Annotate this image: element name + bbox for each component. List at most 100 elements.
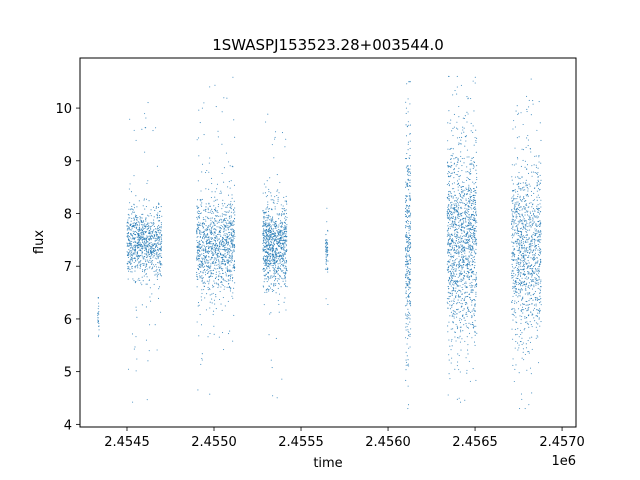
data-point — [285, 268, 287, 270]
data-point — [130, 244, 132, 247]
data-point — [451, 294, 453, 296]
data-point — [472, 163, 474, 166]
data-point — [460, 244, 462, 246]
data-point — [207, 236, 209, 239]
data-point — [222, 349, 225, 351]
data-point — [228, 252, 230, 254]
data-point — [281, 236, 283, 238]
data-point — [139, 233, 141, 235]
data-point — [472, 195, 474, 197]
data-point — [138, 249, 140, 251]
data-point — [157, 243, 160, 245]
data-point — [210, 231, 212, 233]
data-point — [268, 248, 270, 250]
data-point — [206, 169, 208, 172]
data-point — [270, 312, 272, 314]
data-point — [226, 234, 228, 236]
data-point — [465, 215, 467, 217]
data-point — [455, 217, 457, 219]
data-point — [146, 224, 148, 226]
data-point — [263, 244, 265, 246]
data-point — [285, 228, 287, 230]
data-point — [229, 257, 231, 259]
data-point — [450, 175, 452, 177]
data-point — [201, 292, 203, 294]
data-point — [196, 233, 198, 235]
data-point — [155, 127, 157, 129]
data-point — [230, 228, 232, 230]
data-point — [457, 186, 459, 188]
data-point — [463, 231, 465, 233]
data-point — [128, 226, 130, 228]
data-point — [206, 250, 208, 253]
data-point — [221, 219, 223, 221]
data-point — [211, 302, 213, 304]
data-point — [201, 249, 203, 251]
data-point — [146, 244, 148, 246]
data-point — [470, 268, 472, 270]
data-point — [278, 303, 280, 305]
data-point — [149, 236, 151, 238]
data-point — [513, 220, 515, 222]
data-point — [153, 219, 155, 221]
data-point — [206, 260, 208, 262]
data-point — [159, 264, 161, 266]
data-point — [458, 167, 460, 169]
data-point — [404, 197, 407, 200]
data-point — [454, 235, 456, 237]
data-point — [529, 224, 531, 226]
data-point — [447, 261, 449, 263]
data-point — [471, 289, 473, 291]
data-point — [448, 282, 450, 284]
data-point — [459, 326, 461, 328]
data-point — [149, 226, 152, 228]
data-point — [271, 233, 274, 235]
data-point — [409, 172, 412, 175]
data-point — [208, 239, 210, 241]
data-point — [128, 249, 130, 251]
data-point — [274, 262, 276, 264]
data-point — [196, 223, 198, 225]
data-point — [200, 266, 202, 268]
data-point — [453, 182, 455, 184]
data-point — [285, 253, 287, 255]
data-point — [281, 260, 284, 263]
data-point — [456, 163, 458, 166]
data-point — [148, 350, 150, 352]
data-point — [453, 163, 455, 165]
data-point — [476, 282, 478, 285]
data-point — [459, 264, 461, 266]
data-point — [204, 218, 206, 221]
data-point — [268, 246, 271, 248]
data-point — [229, 290, 232, 292]
data-point — [268, 239, 270, 241]
data-point — [210, 237, 212, 239]
data-point — [475, 248, 477, 250]
data-point — [285, 245, 287, 247]
data-point — [472, 249, 474, 251]
data-point — [460, 291, 462, 293]
data-point — [474, 206, 476, 208]
data-point — [207, 217, 209, 219]
data-point — [470, 221, 472, 223]
data-point — [279, 238, 281, 240]
data-point — [154, 247, 157, 249]
data-point — [273, 267, 275, 269]
data-point — [213, 280, 215, 282]
data-point — [467, 276, 469, 278]
data-point — [226, 270, 229, 273]
data-point — [140, 242, 142, 244]
data-point — [475, 237, 477, 239]
data-point — [453, 230, 455, 232]
data-point — [147, 236, 149, 238]
data-point — [222, 296, 224, 299]
data-point — [134, 282, 136, 284]
data-point — [409, 168, 411, 170]
data-point — [460, 281, 462, 283]
data-point — [150, 245, 152, 248]
data-point — [462, 263, 465, 266]
data-point — [465, 235, 468, 237]
data-point — [220, 235, 222, 237]
data-point — [265, 211, 267, 213]
data-point — [217, 206, 219, 208]
